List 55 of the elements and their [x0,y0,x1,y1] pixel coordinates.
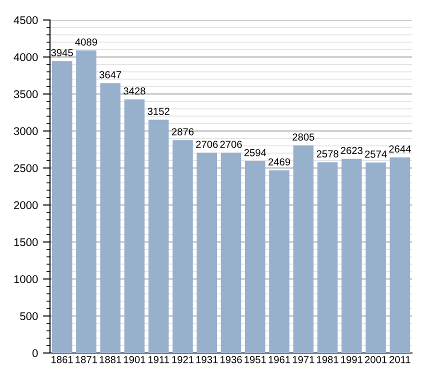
x-tick-label: 1971 [292,356,314,364]
bar [172,140,193,353]
x-tick-label: 2011 [390,356,410,364]
x-tick-label: 1871 [76,356,97,364]
x-tick-label: 1911 [148,356,170,364]
bar [148,120,169,353]
bar [124,99,145,353]
data-label: 2623 [340,146,362,154]
x-tick-label: 1921 [172,356,194,364]
bar [293,145,314,353]
data-label: 3152 [148,108,170,115]
x-tick-label: 1981 [317,356,338,364]
data-label: 2706 [196,140,218,148]
data-label: 3428 [124,87,146,95]
y-tick-label: 0 [32,349,38,358]
bar [269,170,290,353]
data-label: 2805 [292,133,314,141]
y-tick-label: 3000 [14,127,38,136]
bar [390,157,410,353]
data-label: 4089 [75,38,97,46]
bar [220,152,242,353]
y-tick-label: 1500 [14,238,38,246]
bar [196,152,218,353]
x-tick-label: 1936 [220,356,242,364]
data-label: 2594 [244,149,266,156]
data-label: 2578 [316,150,338,158]
data-label: 2469 [268,158,290,166]
y-tick-label: 2000 [14,201,38,210]
x-tick-label: 2001 [365,356,387,364]
bar [244,161,266,353]
data-label: 2644 [389,145,411,153]
bar [317,162,338,353]
data-label: 2574 [365,150,387,158]
x-tick-label: 1951 [244,356,266,364]
y-tick-label: 3500 [14,90,38,98]
bar [76,50,96,353]
x-tick-label: 1881 [100,356,122,364]
bar [366,162,386,353]
x-tick-label: 1861 [52,356,73,364]
x-tick-label: 1901 [124,356,146,364]
bar [100,83,120,353]
x-tick-label: 1961 [268,356,290,364]
data-label: 3945 [51,49,73,56]
data-label: 2706 [220,140,242,148]
data-label: 3647 [99,71,122,78]
y-tick-label: 4500 [14,16,38,24]
x-tick-label: 1991 [341,356,362,364]
bar [342,158,362,353]
bar [52,61,72,353]
y-tick-label: 2500 [14,164,38,172]
y-tick-label: 500 [20,312,38,320]
y-tick-label: 4000 [14,53,38,62]
x-tick-label: 1931 [196,356,218,364]
data-label: 2876 [172,128,194,136]
y-tick-label: 1000 [14,275,38,284]
